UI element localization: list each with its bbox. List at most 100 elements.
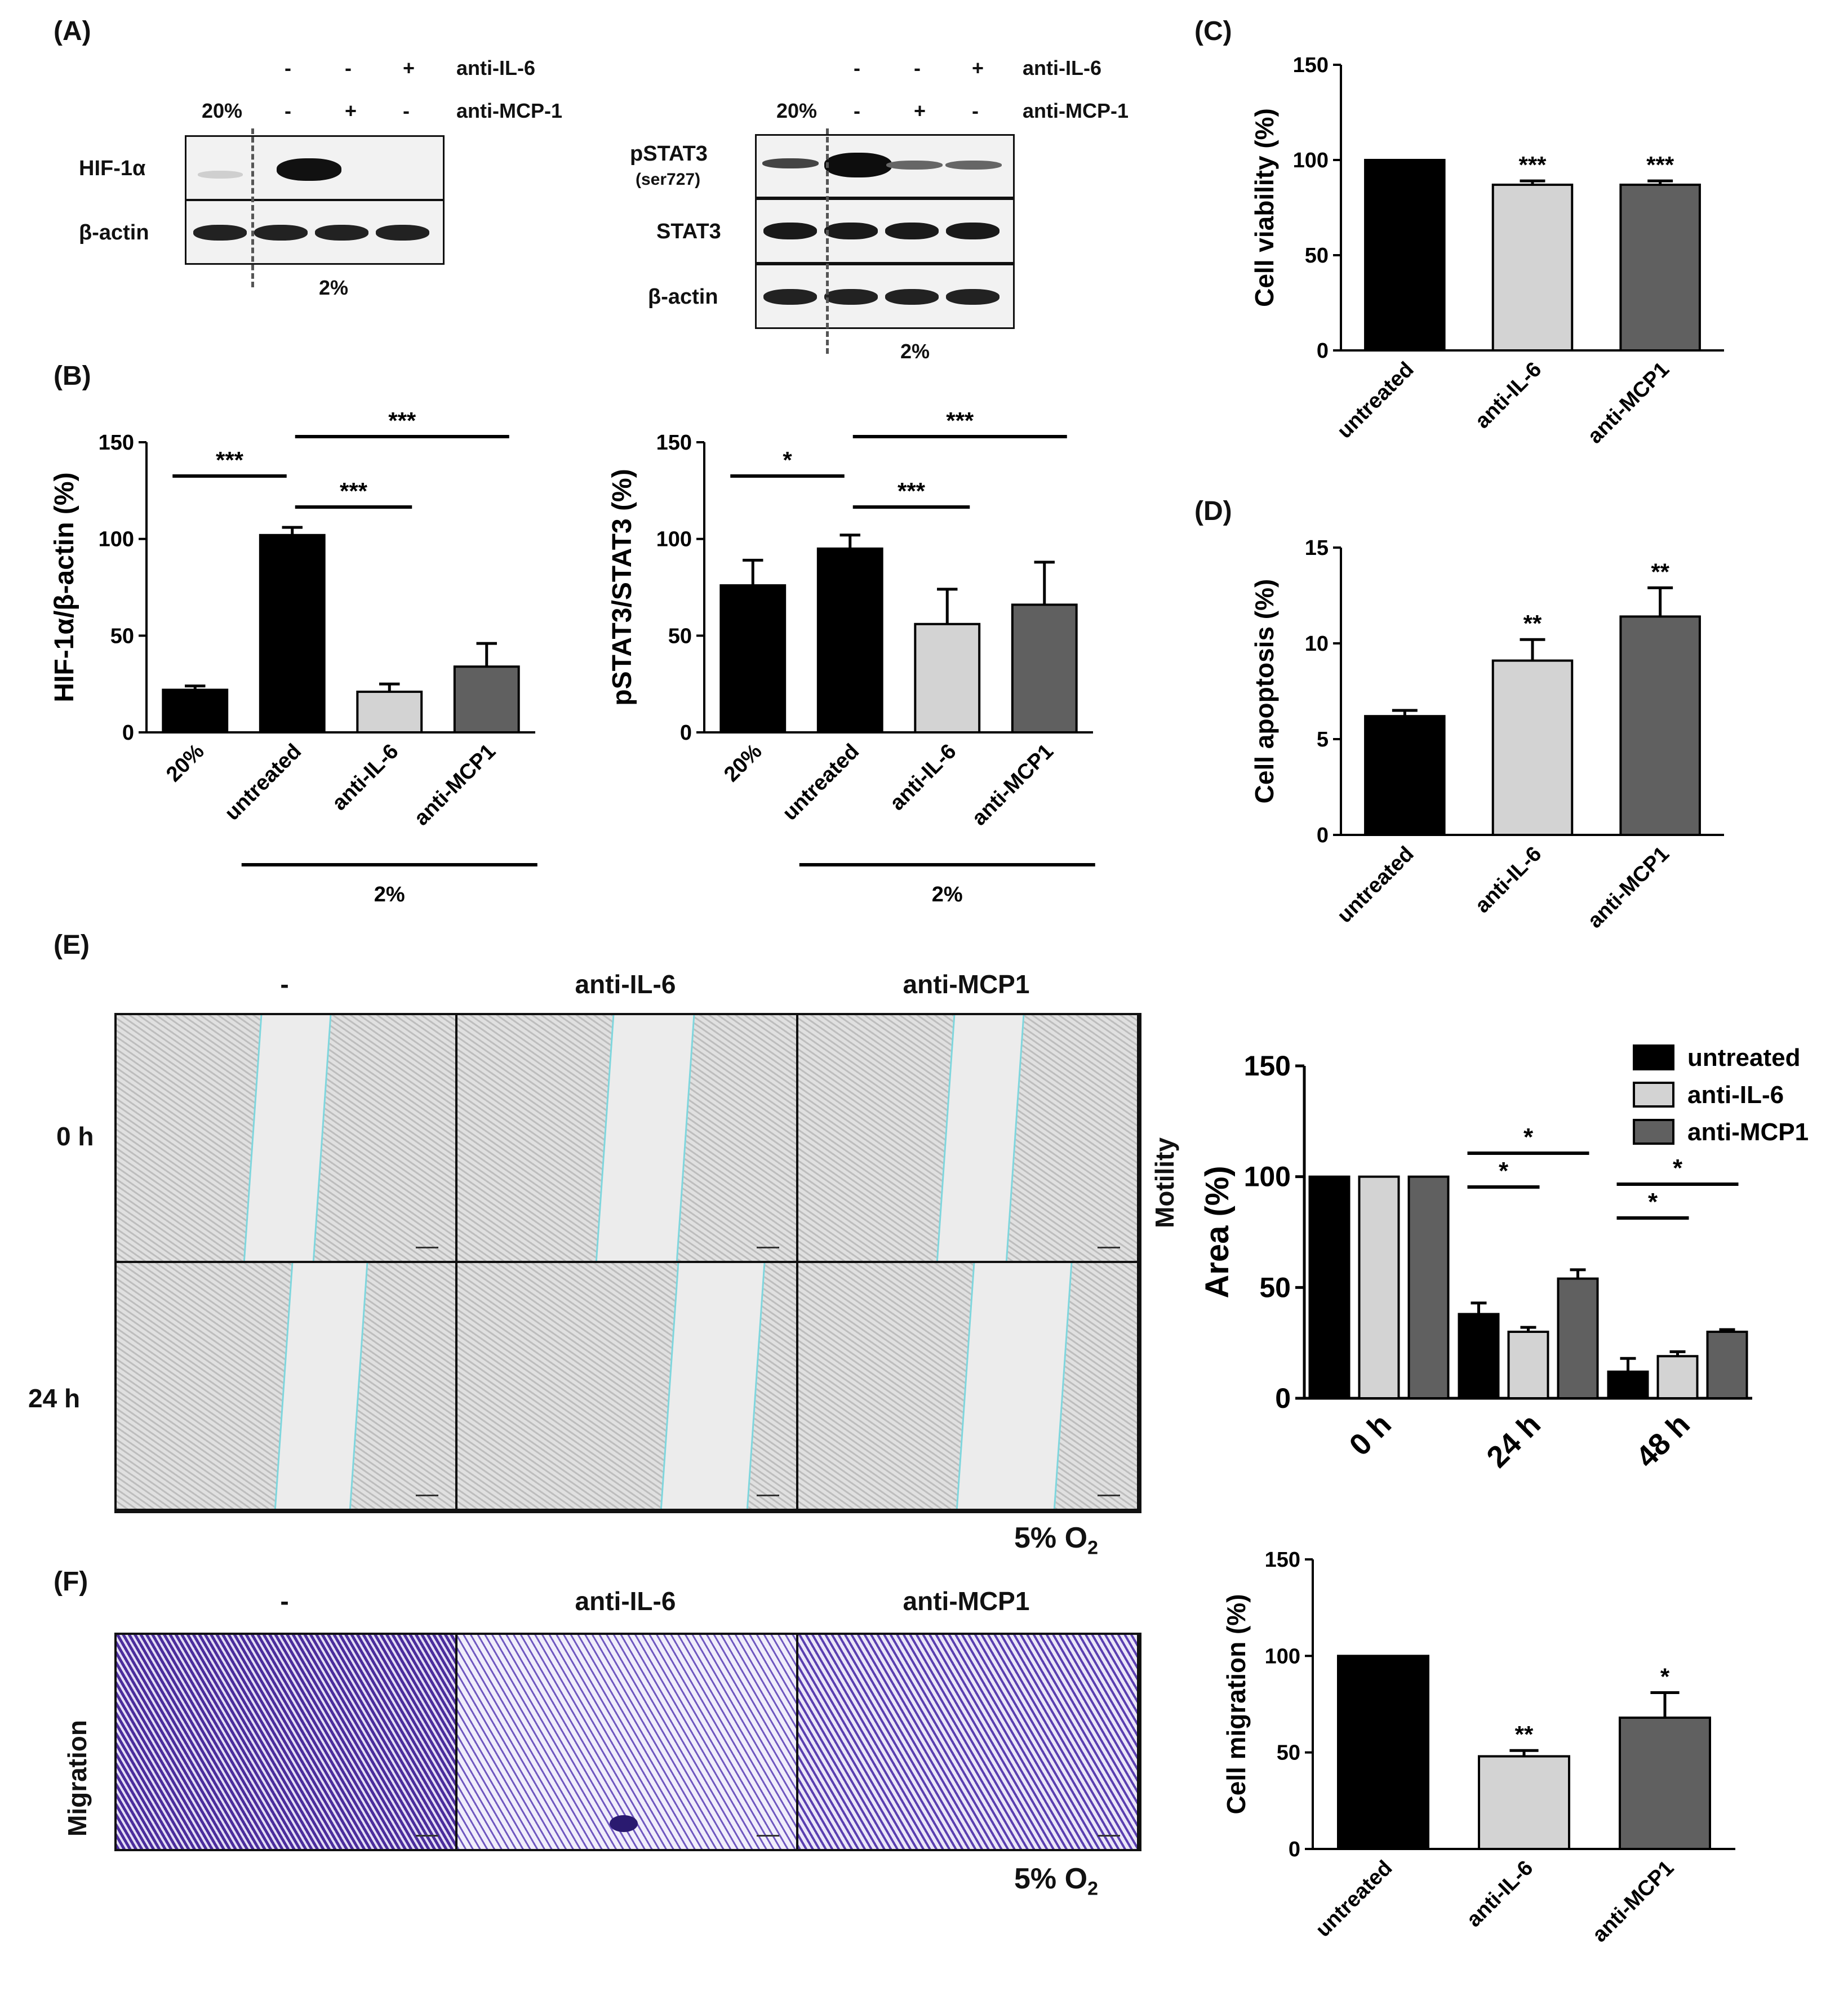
- x-tick-label: anti-IL-6: [327, 740, 403, 815]
- band: [254, 225, 308, 241]
- y-tick-label: 50: [1277, 1741, 1300, 1765]
- y-axis-label: Area (%): [1199, 1166, 1236, 1298]
- bar-anti-IL-6: [356, 690, 423, 734]
- wb-right-row-label-ser727: (ser727): [636, 170, 701, 189]
- group-label: 2%: [932, 883, 963, 906]
- scratch-wound-gap: [273, 1263, 369, 1509]
- migration-micrograph: [457, 1635, 796, 1849]
- x-tick-label: 24 h: [1480, 1407, 1547, 1474]
- x-tick-label: untreated: [1333, 358, 1419, 443]
- wb-right-o2-first: 20%: [776, 99, 818, 122]
- y-axis-label: pSTAT3/STAT3 (%): [607, 469, 637, 705]
- significance-label: ***: [216, 447, 244, 473]
- migration-micrograph: [798, 1635, 1137, 1849]
- band: [885, 289, 939, 305]
- group-label: 2%: [374, 883, 405, 906]
- wb-right-row-label-actin: β-actin: [648, 285, 718, 309]
- significance-label: *: [1660, 1663, 1670, 1690]
- x-tick-label: anti-IL-6: [885, 740, 961, 815]
- band: [277, 158, 341, 181]
- significance-label: ***: [898, 478, 926, 504]
- x-tick-label: 20%: [719, 740, 766, 786]
- cell-cluster: [610, 1815, 638, 1832]
- chart-pstat3-stat3: 0 50 100 150 pSTAT3/STAT3 (%) 20% untreated ant…: [607, 407, 1095, 906]
- bar-anti-IL-6: [1491, 659, 1574, 836]
- band: [763, 223, 817, 239]
- panel-label-a: (A): [54, 16, 91, 46]
- y-axis-label: Cell apoptosis (%): [1250, 579, 1279, 804]
- significance-label: ***: [388, 407, 416, 434]
- bar-anti-MCP1: [453, 665, 520, 734]
- e-row-header-0h: 0 h: [56, 1122, 94, 1151]
- scale-bar: [1098, 1495, 1120, 1496]
- bar-untreated: [816, 547, 883, 734]
- bar-20%: [162, 688, 229, 734]
- legend-swatch: [1633, 1119, 1674, 1145]
- band: [824, 223, 878, 239]
- blot-strip-stat3: [755, 198, 1015, 264]
- y-tick-label: 15: [1305, 536, 1329, 560]
- blot-strip-actin-left: [185, 199, 445, 265]
- band: [824, 153, 892, 177]
- e-row-header-24h: 24 h: [28, 1384, 81, 1413]
- e-side-label-motility: Motility: [1150, 1137, 1179, 1228]
- y-tick-label: 100: [1244, 1161, 1291, 1193]
- f-oxygen-label: 5% O2: [1014, 1862, 1098, 1900]
- scratch-micrograph: [798, 1015, 1137, 1261]
- f-col-header-1: -: [280, 1586, 289, 1616]
- bar-anti-IL-6: [1478, 1755, 1570, 1850]
- scale-bar: [416, 1247, 438, 1248]
- band: [315, 225, 368, 241]
- bar-anti-MCP1-48 h: [1706, 1331, 1748, 1399]
- wb-right-o2-bottom: 2%: [900, 340, 930, 363]
- y-axis-label: Cell migration (%): [1221, 1594, 1251, 1814]
- scratch-wound-gap: [594, 1015, 696, 1261]
- bar-anti-IL-6-48 h: [1656, 1355, 1699, 1399]
- x-tick-label: anti-MCP1: [1588, 1856, 1678, 1947]
- y-tick-label: 150: [99, 431, 134, 455]
- scratch-micrograph: [457, 1263, 796, 1509]
- panel-label-e: (E): [54, 930, 90, 960]
- f-col-header-3: anti-MCP1: [903, 1586, 1030, 1616]
- scratch-wound-gap: [935, 1015, 1025, 1261]
- migration-micrograph: [117, 1635, 455, 1849]
- wb-right-il6-mark-2: -: [914, 56, 921, 79]
- f-side-label-migration: Migration: [63, 1720, 92, 1837]
- bar-anti-MCP1: [1619, 183, 1701, 352]
- x-tick-label: untreated: [1311, 1856, 1397, 1942]
- blot-strip-actin-right: [755, 264, 1015, 329]
- chart-cell-viability: 0 50 100 150 Cell viability (%) untreated *** a…: [1250, 54, 1724, 448]
- band: [886, 161, 943, 170]
- x-tick-label: anti-MCP1: [967, 740, 1058, 830]
- significance-label: *: [1648, 1188, 1658, 1216]
- scale-bar: [1098, 1835, 1120, 1837]
- bar-untreated-24 h: [1458, 1313, 1500, 1399]
- wb-right-row-label-pstat3: pSTAT3: [630, 142, 708, 166]
- bar-anti-IL-6: [1491, 183, 1574, 352]
- scale-bar: [757, 1495, 779, 1496]
- significance-label: ***: [1646, 152, 1674, 178]
- x-tick-label: anti-IL-6: [1462, 1856, 1538, 1932]
- significance-label: **: [1651, 558, 1669, 585]
- wb-left-mcp-label: anti-MCP-1: [456, 99, 562, 122]
- scratch-micrograph: [117, 1015, 455, 1261]
- bar-20%: [719, 584, 787, 734]
- y-tick-label: 100: [656, 528, 692, 552]
- wb-left-o2-bottom: 2%: [319, 276, 349, 299]
- bar-untreated: [1364, 159, 1446, 352]
- x-tick-label: untreated: [1333, 842, 1419, 928]
- scale-bar: [416, 1835, 438, 1837]
- x-tick-label: anti-MCP1: [1583, 842, 1674, 933]
- x-tick-label: untreated: [778, 740, 864, 825]
- x-tick-label: untreated: [220, 740, 306, 825]
- e-oxygen-label: 5% O2: [1014, 1522, 1098, 1559]
- significance-label: *: [783, 447, 792, 473]
- bar-untreated: [1364, 715, 1446, 837]
- scale-bar: [757, 1247, 779, 1248]
- wb-right-row-label-stat3: STAT3: [656, 220, 721, 243]
- wb-right-il6-mark-3: +: [972, 56, 984, 79]
- e-col-header-1: -: [280, 970, 289, 999]
- y-axis-label: HIF-1α/β-actin (%): [50, 472, 79, 702]
- wb-left-row-label-actin: β-actin: [79, 221, 149, 245]
- y-tick-label: 0: [1317, 824, 1329, 847]
